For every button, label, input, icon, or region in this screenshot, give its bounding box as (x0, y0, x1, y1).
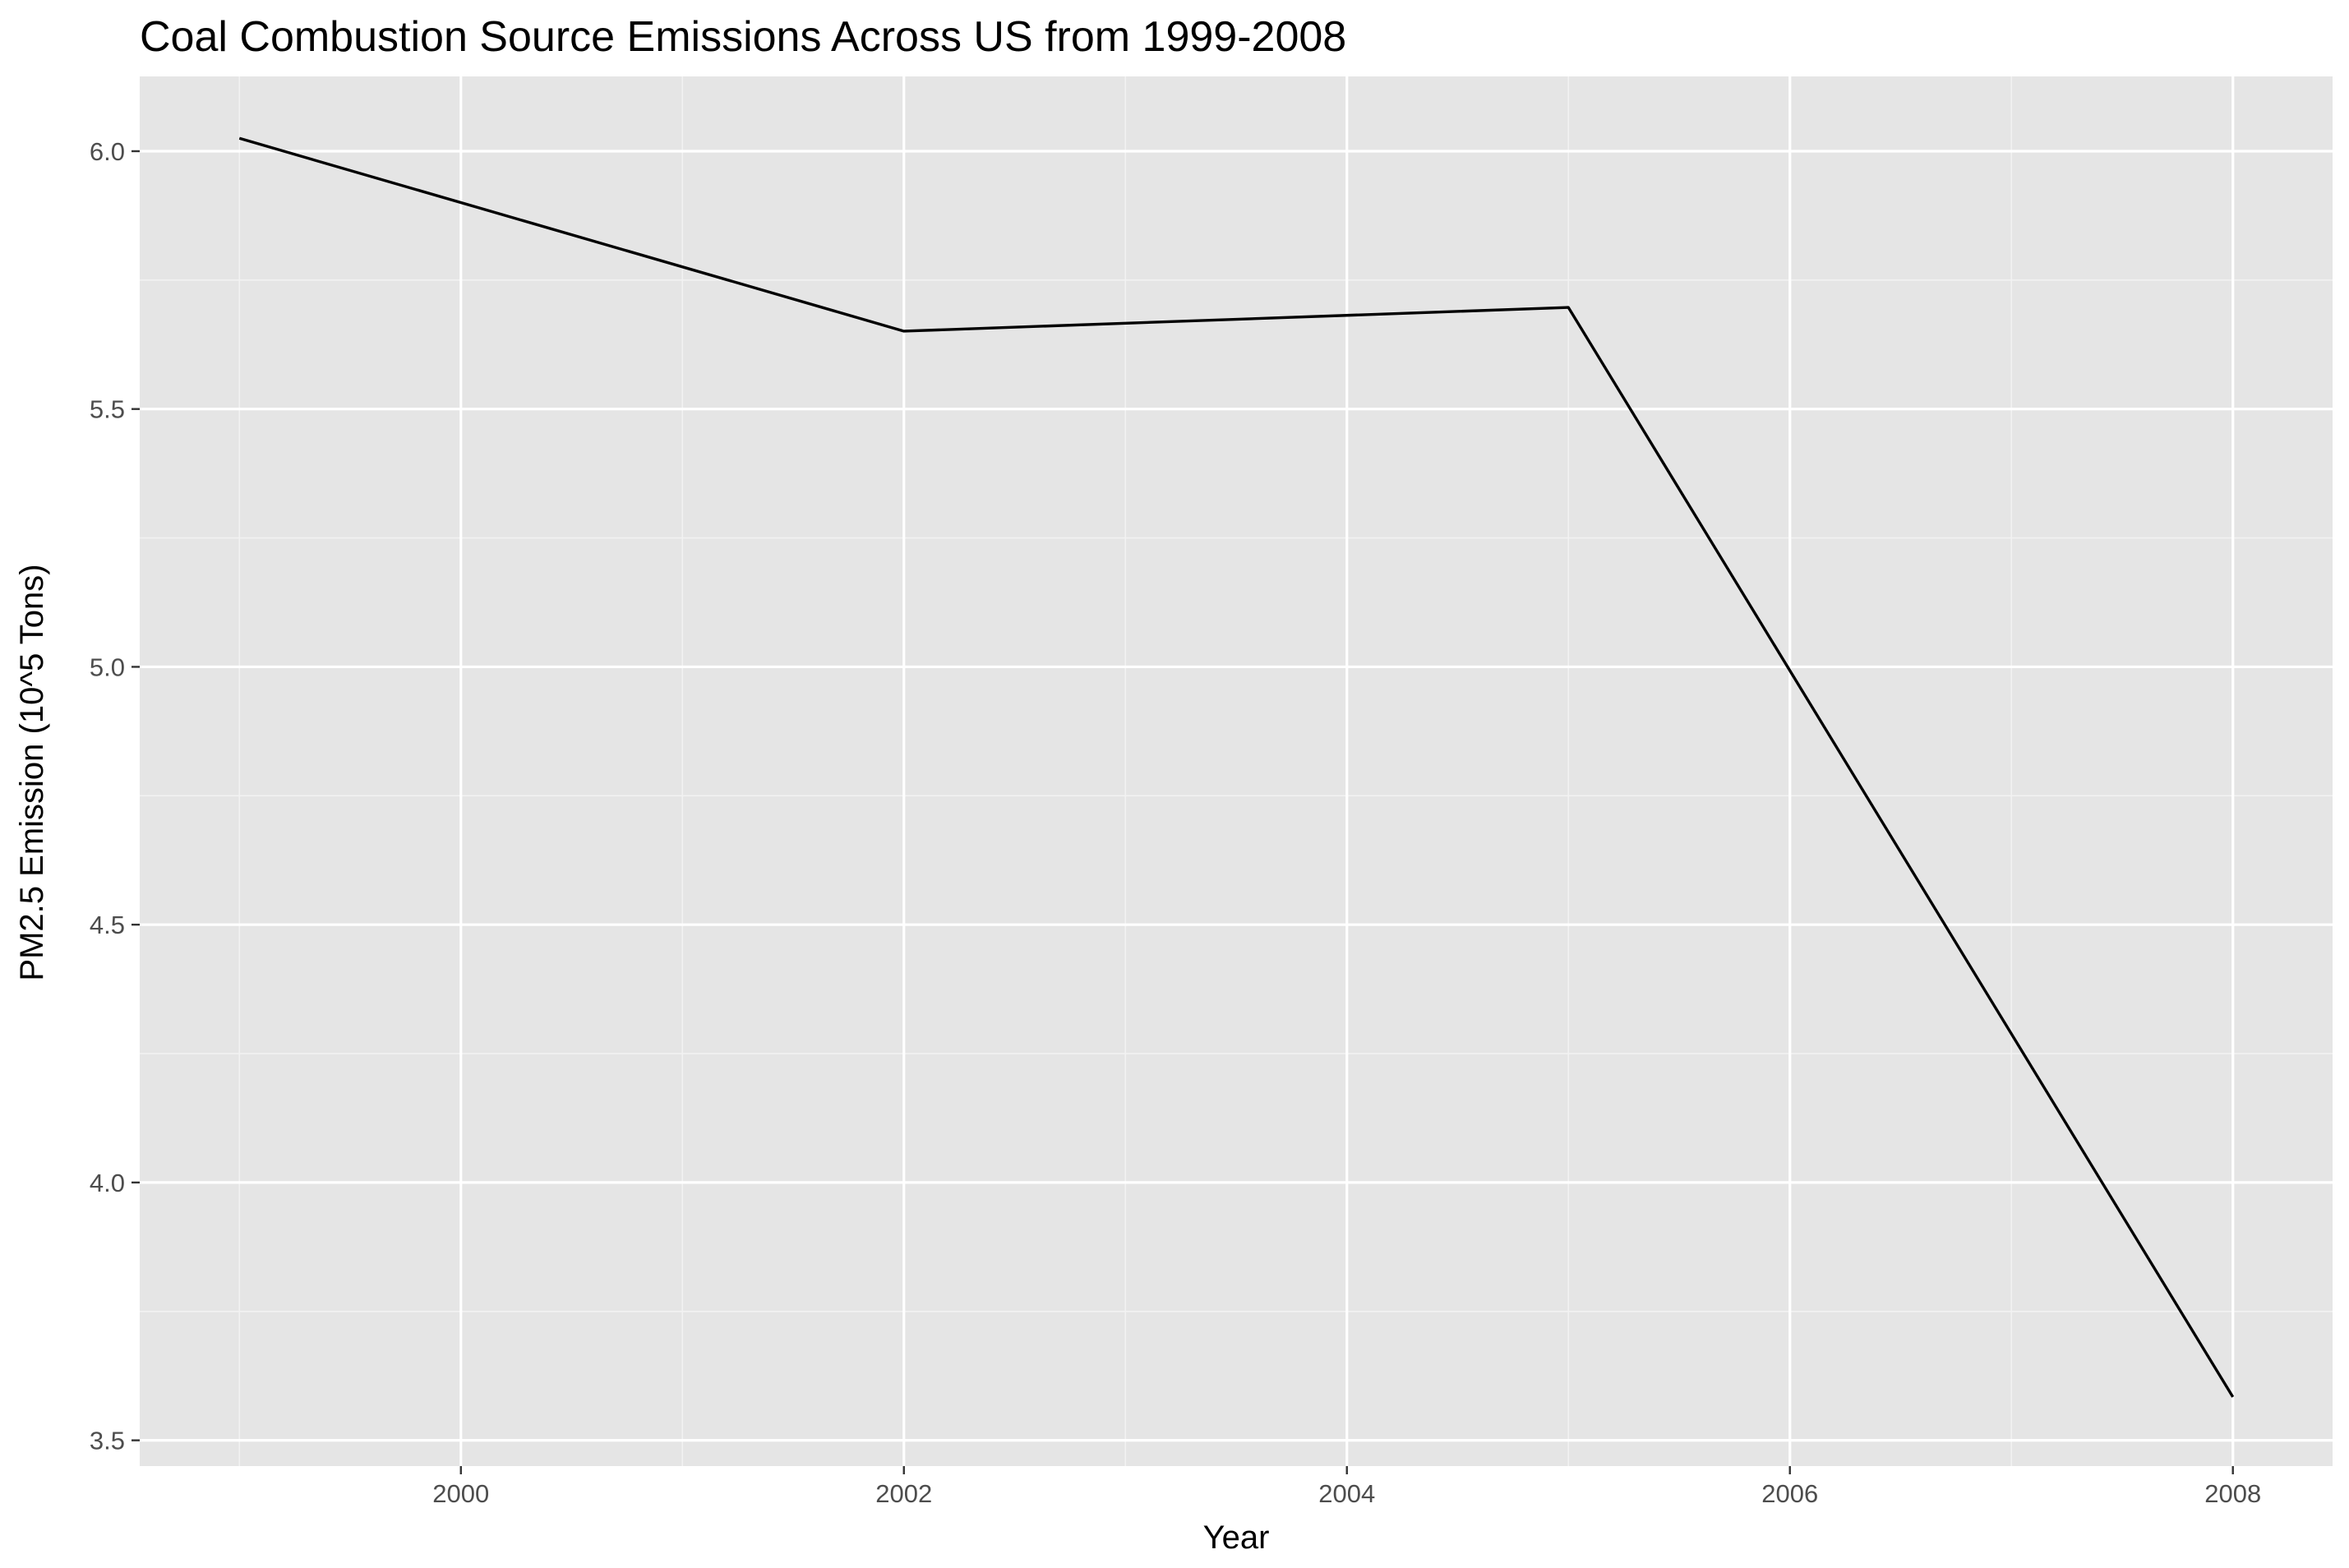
y-tick-label: 5.5 (90, 395, 125, 424)
chart-title: Coal Combustion Source Emissions Across … (140, 13, 1346, 61)
series-layer (238, 136, 2235, 1398)
plot-panel (140, 76, 2333, 1466)
y-tick-label: 4.0 (90, 1169, 125, 1197)
panel-background (140, 76, 2333, 1466)
series-line (238, 136, 2235, 1398)
axes: 2000 2002 2004 2006 2008 3.5 4.0 4.5 5.0 5.5 6.0 (90, 137, 2261, 1508)
x-tick-label: 2006 (1761, 1479, 1818, 1508)
y-axis-title: PM2.5 Emission (10^5 Tons) (14, 564, 50, 980)
x-tick-label: 2008 (2204, 1479, 2261, 1508)
y-tick-label: 4.5 (90, 911, 125, 939)
y-tick-label: 6.0 (90, 137, 125, 166)
y-tick-label: 3.5 (90, 1427, 125, 1455)
gridlines (140, 76, 2333, 1466)
y-tick-label: 5.0 (90, 653, 125, 681)
x-tick-label: 2002 (875, 1479, 932, 1508)
x-tick-label: 2000 (432, 1479, 489, 1508)
x-axis-title: Year (1203, 1520, 1270, 1556)
x-tick-label: 2004 (1318, 1479, 1375, 1508)
